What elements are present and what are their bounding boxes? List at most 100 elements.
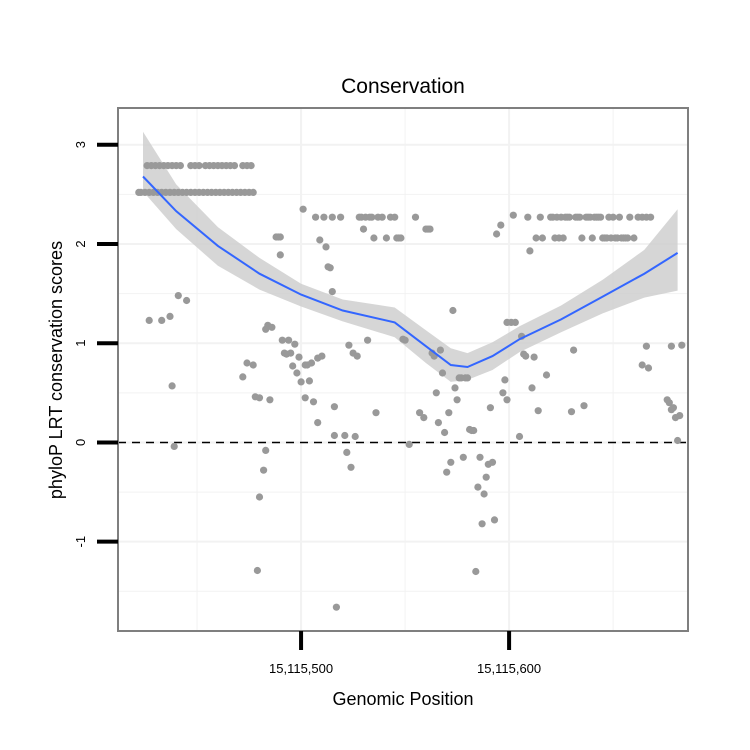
- data-point: [166, 312, 174, 320]
- data-point: [260, 466, 268, 474]
- data-point: [642, 342, 651, 350]
- data-point: [445, 409, 453, 417]
- data-point: [255, 493, 264, 501]
- data-point: [509, 211, 517, 219]
- data-point: [378, 213, 386, 221]
- data-point: [170, 442, 178, 450]
- data-point: [276, 233, 284, 241]
- data-point: [644, 364, 653, 372]
- data-point: [176, 162, 184, 170]
- data-point: [382, 234, 390, 242]
- data-point: [647, 213, 655, 221]
- data-point: [480, 490, 488, 498]
- y-tick-label: 0: [73, 439, 88, 446]
- data-point: [501, 376, 509, 384]
- data-point: [524, 213, 532, 221]
- data-point: [391, 213, 399, 221]
- data-point: [576, 213, 584, 221]
- data-point: [320, 213, 328, 221]
- data-point: [536, 213, 544, 221]
- data-point: [305, 377, 313, 385]
- smooth-line: [142, 175, 679, 369]
- x-tick-label: 15,115,500: [269, 661, 333, 676]
- data-point: [351, 432, 359, 441]
- data-point: [538, 234, 547, 242]
- data-point: [411, 213, 420, 221]
- data-point: [542, 371, 551, 379]
- data-point: [239, 373, 247, 381]
- data-point: [230, 162, 239, 170]
- data-point: [528, 384, 536, 392]
- data-point: [343, 448, 351, 456]
- data-point: [174, 292, 182, 300]
- data-point: [578, 234, 586, 242]
- plot-panel: [118, 108, 688, 631]
- data-point: [341, 431, 349, 440]
- data-point: [397, 234, 405, 242]
- data-point: [488, 458, 497, 466]
- data-point: [597, 213, 605, 221]
- data-point: [438, 369, 447, 377]
- data-point: [312, 213, 320, 221]
- data-point: [326, 264, 334, 272]
- data-point: [470, 426, 478, 435]
- data-point: [676, 412, 684, 420]
- y-tick-label: 3: [73, 141, 88, 148]
- data-point: [570, 346, 578, 354]
- data-point: [168, 382, 176, 390]
- y-tick-label: 1: [73, 340, 88, 347]
- data-point: [195, 162, 203, 170]
- data-point: [426, 225, 434, 233]
- data-point: [499, 389, 507, 397]
- data-point: [268, 323, 276, 331]
- data-point: [309, 398, 318, 406]
- y-axis-ticks: -1 0 1 2 3: [73, 141, 118, 547]
- data-point: [368, 213, 376, 221]
- data-point: [511, 318, 519, 326]
- data-point: [530, 353, 538, 361]
- data-point: [463, 374, 472, 382]
- data-point: [330, 403, 338, 411]
- x-axis-ticks: 15,115,500 15,115,600: [269, 631, 541, 676]
- data-point: [332, 603, 340, 611]
- data-point: [667, 342, 676, 350]
- data-point: [630, 234, 638, 242]
- data-point: [249, 361, 257, 369]
- data-point: [301, 394, 309, 402]
- data-point: [453, 396, 461, 404]
- data-point: [289, 362, 297, 370]
- grid-lines: [118, 108, 688, 631]
- data-point: [674, 436, 682, 445]
- data-point: [183, 296, 191, 305]
- data-point: [497, 221, 505, 229]
- data-point: [434, 419, 442, 427]
- data-point: [486, 404, 494, 412]
- data-point: [580, 402, 588, 410]
- data-point: [503, 396, 511, 404]
- data-point: [401, 336, 409, 344]
- data-point: [474, 483, 482, 491]
- data-point: [515, 432, 524, 441]
- data-point: [359, 225, 368, 233]
- data-point: [678, 341, 686, 349]
- data-point: [364, 336, 372, 344]
- data-point: [322, 243, 330, 251]
- data-point: [266, 396, 274, 404]
- data-point: [318, 352, 326, 360]
- data-point: [353, 352, 361, 360]
- data-point: [249, 188, 257, 196]
- data-point: [432, 389, 440, 397]
- data-point: [669, 404, 678, 412]
- data-point: [447, 458, 455, 466]
- data-point: [255, 394, 264, 402]
- data-point: [337, 213, 345, 221]
- confidence-ribbon: [143, 131, 678, 382]
- data-point: [534, 407, 542, 415]
- panel-border: [117, 107, 689, 632]
- data-point: [526, 247, 534, 255]
- data-point: [247, 162, 255, 170]
- data-point: [565, 213, 574, 221]
- data-point: [297, 378, 305, 386]
- y-axis-label: phyloP LRT conservation scores: [46, 241, 66, 499]
- data-point: [482, 473, 490, 481]
